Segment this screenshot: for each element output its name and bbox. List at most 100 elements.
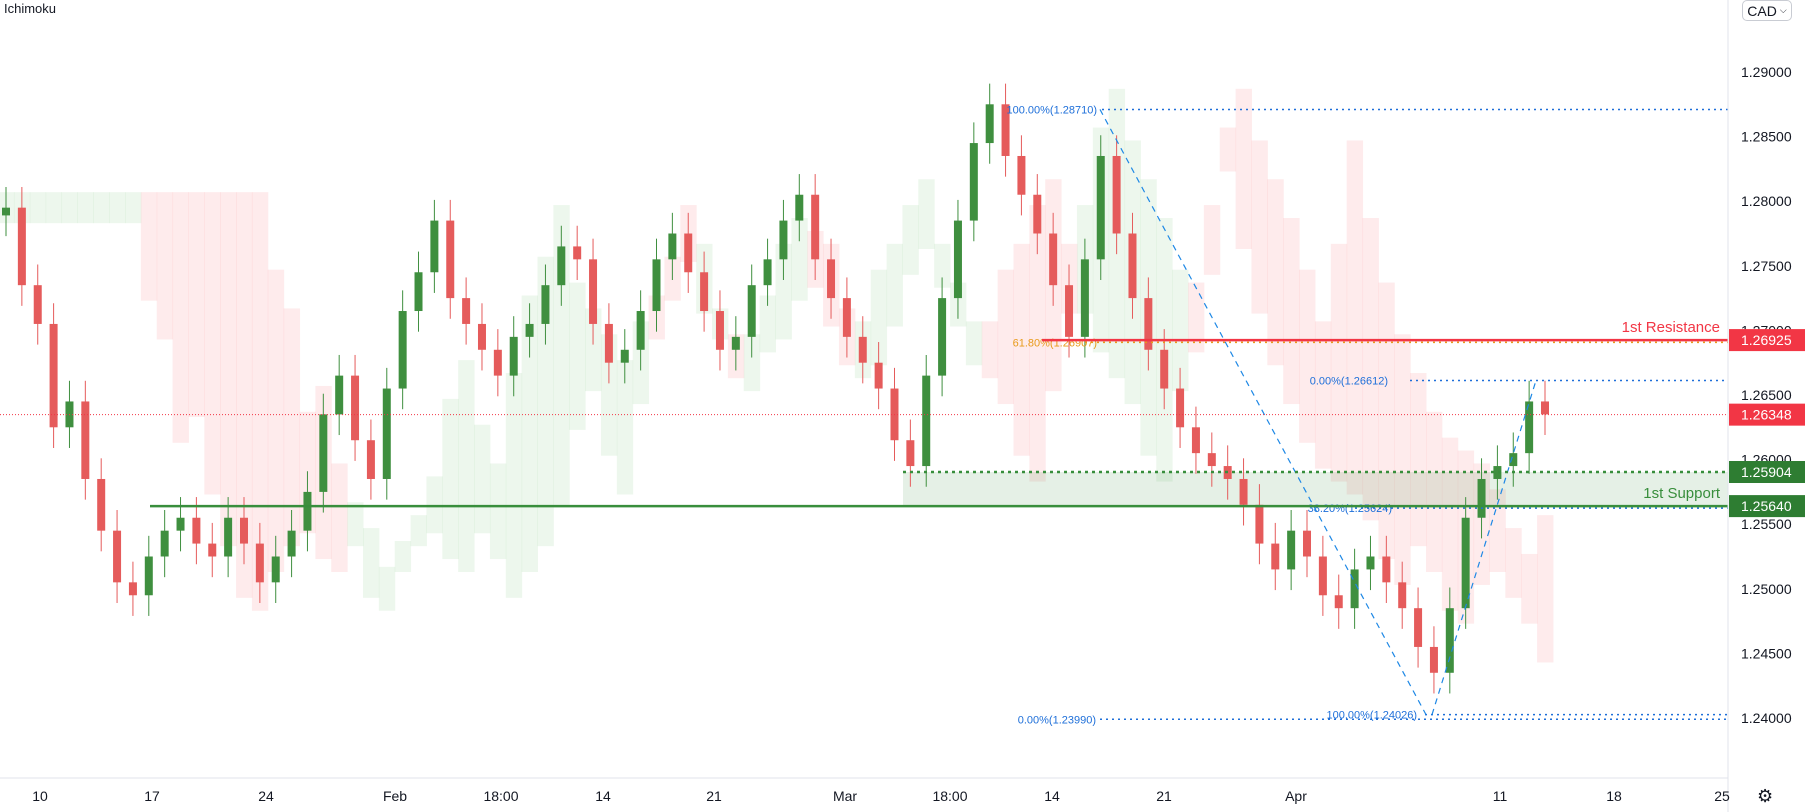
candle-body[interactable] [477,323,486,350]
candle-body[interactable] [239,517,248,544]
candle-body[interactable] [97,478,106,531]
candle-body[interactable] [1541,401,1549,415]
candle-body[interactable] [1080,259,1089,337]
candle-body[interactable] [1382,556,1391,583]
candle-body[interactable] [842,298,851,337]
candle-body[interactable] [224,517,233,557]
candle-body[interactable] [1239,478,1248,505]
candle-body[interactable] [351,375,360,441]
candle-body[interactable] [985,104,994,144]
candle-body[interactable] [81,401,90,479]
candle-body[interactable] [1445,608,1454,673]
candle-body[interactable] [938,298,947,376]
candle-body[interactable] [208,543,217,557]
candle-body[interactable] [1271,543,1280,570]
candle-body[interactable] [49,323,58,428]
candle-body[interactable] [1287,530,1296,570]
currency-button[interactable]: CAD ⌵ [1742,0,1792,21]
candle-body[interactable] [604,323,613,363]
candle-body[interactable] [128,582,137,596]
candle-body[interactable] [636,311,645,350]
candle-body[interactable] [731,336,740,350]
candle-body[interactable] [525,323,534,337]
candle-body[interactable] [1001,104,1010,156]
candle-body[interactable] [319,414,328,492]
candle-body[interactable] [398,311,407,389]
candle-body[interactable] [557,246,566,286]
candle-body[interactable] [1112,155,1121,234]
candle-body[interactable] [1477,478,1486,518]
candle-body[interactable] [271,556,280,583]
candle-body[interactable] [1128,233,1137,299]
candle-body[interactable] [335,375,344,415]
candle-body[interactable] [2,207,10,216]
candle-body[interactable] [795,194,804,221]
fib-trend-line[interactable] [1099,109,1427,715]
candle-body[interactable] [573,246,582,260]
candle-body[interactable] [1255,504,1264,544]
candle-body[interactable] [1429,646,1438,673]
candle-body[interactable] [1049,233,1058,286]
candle-body[interactable] [874,362,883,389]
candle-body[interactable] [176,517,185,531]
candle-body[interactable] [1350,569,1359,609]
candle-body[interactable] [1366,556,1375,570]
fib-trend-line[interactable] [1431,380,1537,715]
candle-body[interactable] [160,530,169,557]
candle-body[interactable] [493,349,502,376]
candle-body[interactable] [1318,556,1327,596]
candle-body[interactable] [589,259,598,324]
candle-body[interactable] [747,285,756,337]
candle-body[interactable] [652,259,661,312]
candle-body[interactable] [192,517,201,544]
candle-body[interactable] [144,556,153,596]
candle-body[interactable] [287,530,296,557]
candle-body[interactable] [1525,401,1534,454]
candle-body[interactable] [1144,298,1153,350]
candle-body[interactable] [811,194,820,260]
candle-body[interactable] [1398,582,1407,609]
candle-body[interactable] [446,220,455,299]
candle-body[interactable] [1303,530,1312,557]
candle-body[interactable] [1493,466,1502,479]
candle-body[interactable] [668,233,677,260]
candle-body[interactable] [858,336,867,363]
candle-body[interactable] [366,440,375,479]
candle-body[interactable] [1191,427,1200,454]
fibonacci-levels[interactable]: 100.00%(1.28710)61.80%(1.26907)0.00%(1.2… [1006,104,1728,726]
candle-body[interactable] [700,272,709,312]
candle-body[interactable] [1065,285,1074,337]
candle-body[interactable] [953,220,962,299]
candle-body[interactable] [462,298,471,324]
candle-body[interactable] [509,336,518,376]
candle-body[interactable] [1017,155,1026,195]
candle-body[interactable] [1509,453,1518,467]
gear-icon[interactable]: ⚙ [1757,786,1774,806]
candle-body[interactable] [1461,517,1470,609]
candle-body[interactable] [620,349,629,363]
candle-body[interactable] [684,233,693,273]
candle-body[interactable] [1334,595,1343,609]
candle-body[interactable] [113,530,122,583]
key-levels[interactable]: 1st Resistance 1st Support [0,319,1728,508]
candle-body[interactable] [1207,453,1216,467]
candle-body[interactable] [382,388,391,479]
candle-body[interactable] [1414,608,1423,647]
candle-body[interactable] [541,285,550,324]
candle-body[interactable] [763,259,772,286]
candle-body[interactable] [1160,349,1169,389]
candle-body[interactable] [303,491,312,531]
candle-body[interactable] [779,220,788,260]
candle-body[interactable] [414,272,423,312]
candle-body[interactable] [255,543,264,583]
candle-body[interactable] [906,440,915,467]
candlesticks[interactable] [2,83,1549,694]
candle-body[interactable] [827,259,836,299]
candle-body[interactable] [922,375,931,467]
candle-body[interactable] [1033,194,1042,234]
candle-body[interactable] [969,143,978,221]
candle-body[interactable] [33,285,42,324]
candle-body[interactable] [17,207,26,286]
candle-body[interactable] [715,311,724,350]
